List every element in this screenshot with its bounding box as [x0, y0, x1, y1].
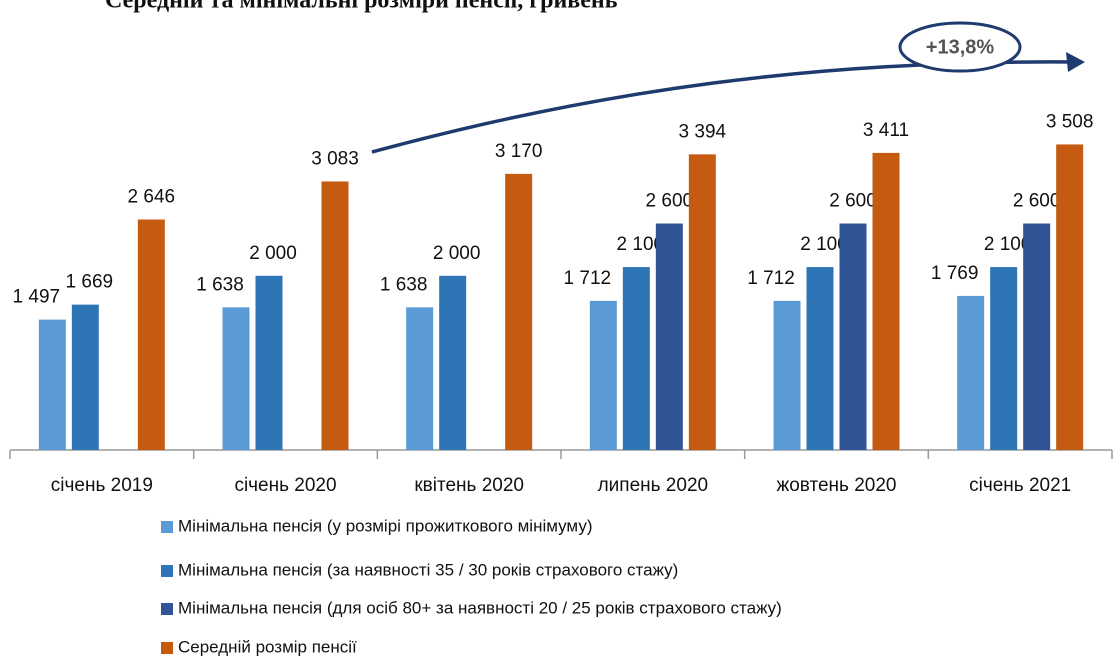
bar	[38, 319, 66, 450]
bar	[872, 152, 900, 450]
legend-label: Середній розмір пенсії	[178, 637, 357, 656]
value-label: 3 411	[863, 120, 909, 141]
value-label: 3 508	[1046, 111, 1094, 132]
bar	[1023, 223, 1051, 450]
x-tick-label: жовтень 2020	[777, 475, 897, 496]
bar	[406, 307, 434, 450]
bar	[839, 223, 867, 450]
bar	[505, 173, 533, 450]
bar	[137, 219, 165, 450]
arrowhead	[1066, 52, 1085, 72]
legend-swatch	[161, 642, 173, 654]
value-label: 2 100	[800, 234, 848, 255]
value-label: 2 100	[984, 234, 1032, 255]
value-label: 1 769	[931, 263, 979, 284]
x-tick-label: січень 2020	[234, 475, 336, 496]
value-label: 3 394	[679, 121, 727, 142]
bar	[255, 275, 283, 450]
value-label: 2 600	[829, 191, 877, 212]
bar	[806, 267, 834, 450]
value-label: 1 669	[66, 272, 114, 293]
bar	[622, 267, 650, 450]
legend-label: Мінімальна пенсія (за наявності 35 / 30 …	[178, 560, 678, 579]
bar	[589, 300, 617, 450]
value-label: 3 083	[311, 148, 359, 169]
value-label: 2 600	[1013, 191, 1061, 212]
bar	[321, 181, 349, 450]
value-label: 1 712	[747, 268, 795, 289]
value-label: 1 712	[564, 268, 612, 289]
bar	[71, 304, 99, 450]
bar	[1056, 144, 1084, 450]
x-tick-label: січень 2021	[969, 475, 1071, 496]
bar	[990, 267, 1018, 450]
bar	[773, 300, 801, 450]
annotation: +13,8%	[926, 36, 995, 58]
value-label: 2 600	[646, 191, 694, 212]
value-label: 2 646	[128, 187, 176, 208]
value-label: 2 100	[617, 234, 665, 255]
legend-label: Мінімальна пенсія (для осіб 80+ за наявн…	[178, 598, 782, 617]
value-label: 2 000	[433, 243, 481, 264]
value-label: 1 638	[380, 274, 428, 295]
value-label: 2 000	[249, 243, 297, 264]
value-label: 1 638	[196, 274, 244, 295]
bar	[655, 223, 683, 450]
value-label: 3 170	[495, 141, 543, 162]
x-tick-label: липень 2020	[598, 475, 709, 496]
x-tick-label: січень 2019	[51, 475, 153, 496]
x-tick-label: квітень 2020	[414, 475, 524, 496]
legend-label: Мінімальна пенсія (у розмірі прожитковог…	[178, 516, 592, 535]
legend-swatch	[161, 521, 173, 533]
bar	[688, 154, 716, 450]
value-label: 1 497	[13, 287, 61, 308]
chart-title: Середній та мінімальні розміри пенсії, г…	[105, 0, 618, 14]
bar	[957, 295, 985, 450]
legend-swatch	[161, 565, 173, 577]
annotation-ellipse	[898, 21, 1022, 73]
legend-swatch	[161, 603, 173, 615]
bar	[439, 275, 467, 450]
bar	[222, 307, 250, 450]
